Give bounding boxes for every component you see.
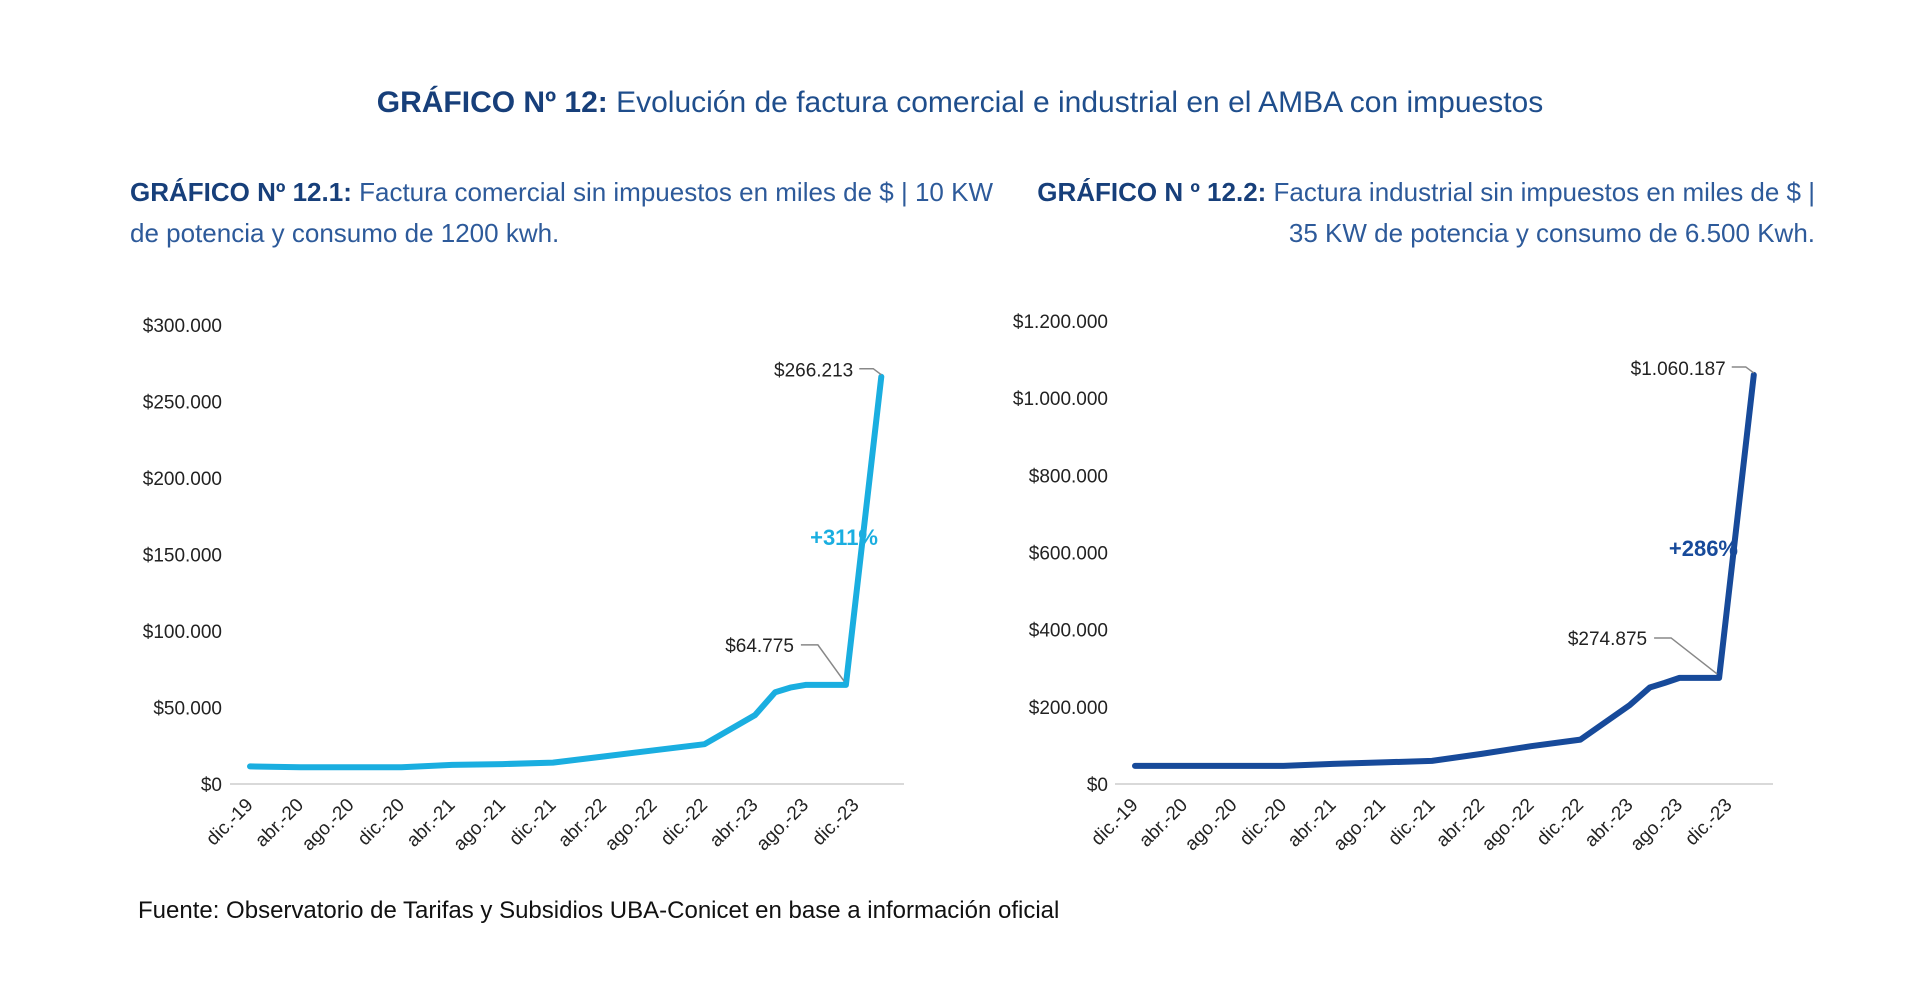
max-value-label: $1.060.187 xyxy=(1631,359,1726,380)
plateau-value-label: $274.875 xyxy=(1568,629,1647,650)
leader-line xyxy=(1731,366,1755,374)
x-tick-label: ago.-20 xyxy=(1181,795,1241,855)
max-value-label: $266.213 xyxy=(774,361,853,382)
percent-change-label: +286% xyxy=(1669,536,1738,561)
y-tick-label: $50.000 xyxy=(153,699,222,720)
y-tick-label: $150.000 xyxy=(143,546,222,567)
x-tick-label: ago.-23 xyxy=(1627,795,1687,855)
x-tick-label: dic.-19 xyxy=(1087,795,1142,850)
x-tick-label: dic.-21 xyxy=(1384,795,1439,850)
source-note: Fuente: Observatorio de Tarifas y Subsid… xyxy=(138,897,1060,924)
y-tick-label: $0 xyxy=(201,775,222,796)
leader-line xyxy=(1654,637,1718,675)
x-tick-label: ago.-21 xyxy=(1330,795,1390,855)
chart-comercial: $0 $50.000 $100.000 $150.000 $200.000 $250.00… xyxy=(143,316,904,855)
percent-change-label: +311% xyxy=(810,525,878,550)
y-tick-label: $300.000 xyxy=(143,316,222,337)
series-line xyxy=(1132,371,1757,769)
x-tick-label: dic.-22 xyxy=(657,795,712,850)
x-tick-label: ago.-21 xyxy=(450,795,510,855)
x-tick-label: ago.-23 xyxy=(753,795,813,855)
x-tick-label: dic.-21 xyxy=(505,795,560,850)
y-tick-label: $200.000 xyxy=(1029,698,1108,719)
y-tick-label: $250.000 xyxy=(143,393,222,414)
leader-line xyxy=(859,367,882,376)
x-tick-label: dic.-22 xyxy=(1533,795,1588,850)
x-tick-label: dic.-23 xyxy=(1681,795,1736,850)
plateau-value-label: $64.775 xyxy=(725,636,794,657)
x-tick-label: dic.-19 xyxy=(202,795,257,850)
x-tick-label: dic.-20 xyxy=(354,795,409,850)
x-tick-label: ago.-22 xyxy=(601,795,661,855)
y-tick-label: $1.200.000 xyxy=(1013,312,1108,333)
y-tick-label: $1.000.000 xyxy=(1013,389,1108,410)
y-tick-label: $600.000 xyxy=(1029,544,1108,565)
main-title-bold: GRÁFICO Nº 12: xyxy=(376,86,608,119)
y-tick-label: $0 xyxy=(1087,775,1108,796)
x-tick-label: dic.-20 xyxy=(1236,795,1291,850)
chart-industrial: $0 $200.000 $400.000 $600.000 $800.000 $1.000… xyxy=(1013,312,1773,855)
y-tick-label: $400.000 xyxy=(1029,621,1108,642)
main-title-text: Evolución de factura comercial e industr… xyxy=(607,86,1544,119)
series-line xyxy=(247,373,885,771)
x-tick-label: dic.-23 xyxy=(808,795,863,850)
main-title: GRÁFICO Nº 12: Evolución de factura come… xyxy=(0,86,1920,120)
y-tick-label: $200.000 xyxy=(143,469,222,490)
chart1-subtitle-text: Factura comercial sin impuestos en miles… xyxy=(130,177,993,248)
y-tick-label: $100.000 xyxy=(143,622,222,643)
chart2-subtitle-text: Factura industrial sin impuestos en mile… xyxy=(1266,177,1815,248)
x-tick-label: ago.-22 xyxy=(1478,795,1538,855)
chart2-subtitle: GRÁFICO N º 12.2: Factura industrial sin… xyxy=(1015,172,1815,254)
leader-line xyxy=(800,644,845,682)
y-tick-label: $800.000 xyxy=(1029,466,1108,487)
chart2-subtitle-bold: GRÁFICO N º 12.2: xyxy=(1037,177,1267,207)
chart1-subtitle-bold: GRÁFICO Nº 12.1: xyxy=(130,177,352,207)
x-tick-label: ago.-20 xyxy=(298,795,358,855)
chart1-subtitle: GRÁFICO Nº 12.1: Factura comercial sin i… xyxy=(130,172,1000,254)
